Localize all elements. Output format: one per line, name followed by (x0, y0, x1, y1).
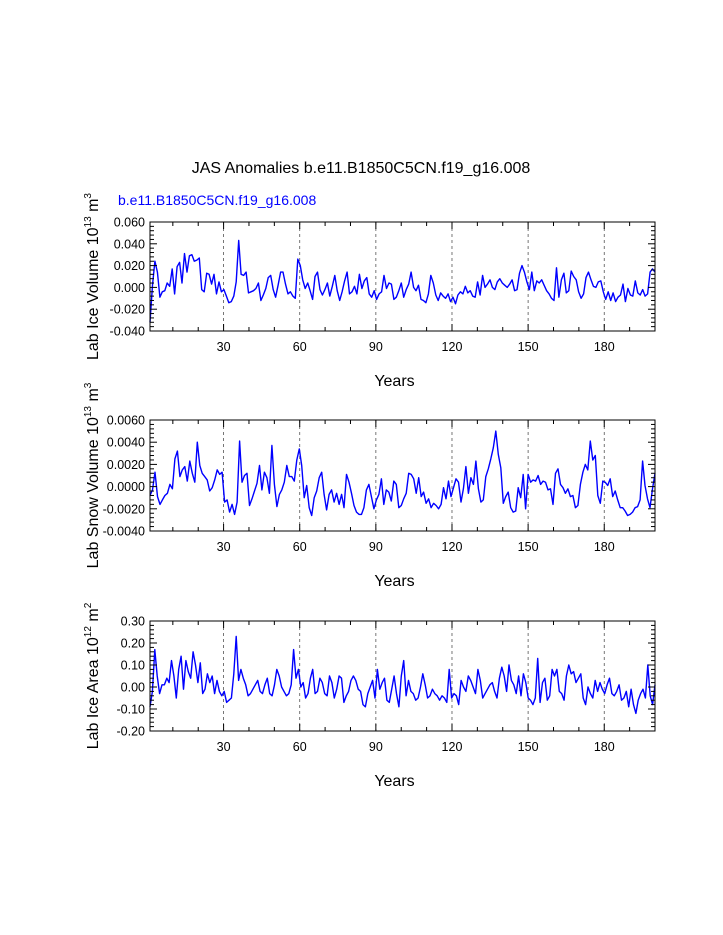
y-tick-label: -0.040 (110, 325, 145, 339)
y-tick-label: -0.0020 (103, 502, 145, 516)
x-axis-label: Years (374, 373, 414, 390)
x-tick-label: 180 (594, 340, 615, 354)
x-tick-label: 120 (442, 740, 463, 754)
y-tick-label: -0.020 (110, 303, 145, 317)
y-tick-label: 0.00 (121, 681, 145, 695)
x-tick-label: 150 (518, 340, 539, 354)
y-tick-label: 0.040 (114, 237, 145, 251)
y-tick-label: 0.20 (121, 637, 145, 651)
x-axis-label: Years (374, 773, 414, 790)
series-line-ice-volume (149, 239, 656, 323)
x-tick-label: 90 (369, 340, 383, 354)
y-tick-label: -0.0040 (103, 525, 145, 539)
y-tick-label: 0.060 (114, 216, 145, 230)
x-tick-label: 60 (293, 540, 307, 554)
panel-ice-volume: -0.040 -0.020 0.000 0.020 0.040 0.060 30 60 90 12… (83, 193, 656, 390)
y-tick-label: -0.20 (117, 725, 146, 739)
case-label: b.e11.B1850C5CN.f19_g16.008 (118, 192, 316, 208)
x-tick-label: 60 (293, 340, 307, 354)
y-tick-label: 0.10 (121, 659, 145, 673)
y-tick-label: 0.000 (114, 281, 145, 295)
y-tick-label: 0.020 (114, 259, 145, 273)
y-tick-label: 0.0040 (107, 436, 145, 450)
x-tick-label: 90 (369, 740, 383, 754)
series-line-ice-area (149, 635, 656, 715)
x-tick-label: 30 (217, 340, 231, 354)
plot-frame (149, 620, 656, 732)
x-tick-label: 30 (217, 540, 231, 554)
x-tick-label: 90 (369, 540, 383, 554)
figure-title: JAS Anomalies b.e11.B1850C5CN.f19_g16.00… (192, 160, 531, 177)
y-tick-label: 0.0000 (107, 480, 145, 494)
series-line-snow-volume (149, 430, 656, 517)
y-tick-label: -0.10 (117, 703, 146, 717)
x-tick-label: 120 (442, 540, 463, 554)
plot-frame (149, 419, 656, 532)
y-tick-label: 0.0060 (107, 414, 145, 428)
y-axis-label: Lab Ice Area 1012 m2 (83, 602, 102, 749)
x-tick-label: 60 (293, 740, 307, 754)
x-axis-label: Years (374, 573, 414, 590)
y-tick-label: 0.0020 (107, 458, 145, 472)
panel-ice-area: -0.20 -0.10 0.00 0.10 0.20 0.30 30 60 90 120 150 18… (83, 602, 656, 790)
x-tick-label: 180 (594, 540, 615, 554)
y-axis-label: Lab Ice Volume 1013 m3 (83, 193, 102, 360)
x-tick-label: 150 (518, 540, 539, 554)
plot-frame (149, 221, 656, 332)
y-axis-label: Lab Snow Volume 1013 m3 (83, 382, 102, 568)
panel-snow-volume: -0.0040 -0.0020 0.0000 0.0020 0.0040 0.0060 30… (83, 382, 656, 590)
x-tick-label: 150 (518, 740, 539, 754)
x-tick-label: 30 (217, 740, 231, 754)
x-tick-label: 120 (442, 340, 463, 354)
y-tick-label: 0.30 (121, 615, 145, 629)
x-tick-label: 180 (594, 740, 615, 754)
